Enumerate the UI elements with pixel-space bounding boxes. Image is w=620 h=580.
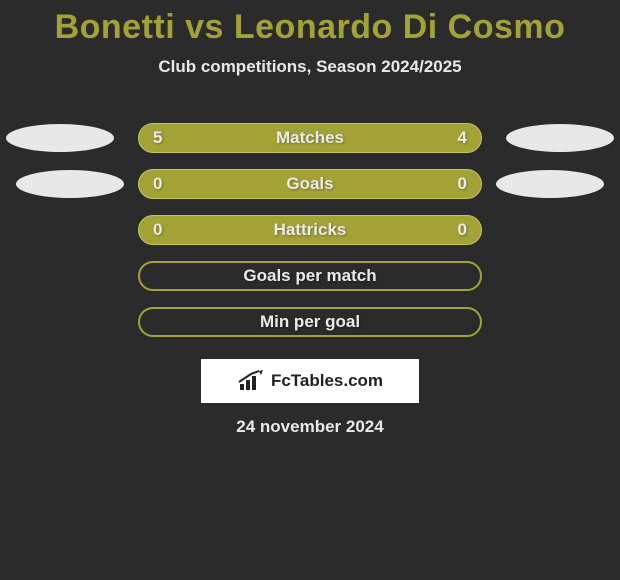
stat-bar: 0 Hattricks 0 [138, 215, 482, 245]
stat-label: Goals per match [243, 266, 376, 286]
stat-row: Goals per match [0, 253, 620, 299]
left-value: 0 [153, 174, 162, 194]
stat-bar: Goals per match [138, 261, 482, 291]
stat-row: Min per goal [0, 299, 620, 345]
stat-bar: Min per goal [138, 307, 482, 337]
right-value: 0 [458, 174, 467, 194]
stat-row: 0 Hattricks 0 [0, 207, 620, 253]
stat-label: Matches [276, 128, 344, 148]
stat-label: Goals [286, 174, 333, 194]
stat-rows: 5 Matches 4 0 Goals 0 0 Hattricks 0 Goals per mat… [0, 115, 620, 345]
page-title: Bonetti vs Leonardo Di Cosmo [0, 0, 620, 47]
stat-row: 0 Goals 0 [0, 161, 620, 207]
left-oval [6, 124, 114, 152]
stat-label: Hattricks [274, 220, 347, 240]
right-value: 4 [458, 128, 467, 148]
chart-icon [237, 370, 265, 392]
subtitle: Club competitions, Season 2024/2025 [0, 57, 620, 77]
stat-row: 5 Matches 4 [0, 115, 620, 161]
date-label: 24 november 2024 [0, 417, 620, 437]
stat-bar: 5 Matches 4 [138, 123, 482, 153]
left-oval [16, 170, 124, 198]
left-value: 5 [153, 128, 162, 148]
logo-box: FcTables.com [201, 359, 419, 403]
stat-label: Min per goal [260, 312, 360, 332]
logo-text: FcTables.com [271, 371, 383, 391]
right-value: 0 [458, 220, 467, 240]
stat-bar: 0 Goals 0 [138, 169, 482, 199]
right-oval [496, 170, 604, 198]
left-value: 0 [153, 220, 162, 240]
right-oval [506, 124, 614, 152]
